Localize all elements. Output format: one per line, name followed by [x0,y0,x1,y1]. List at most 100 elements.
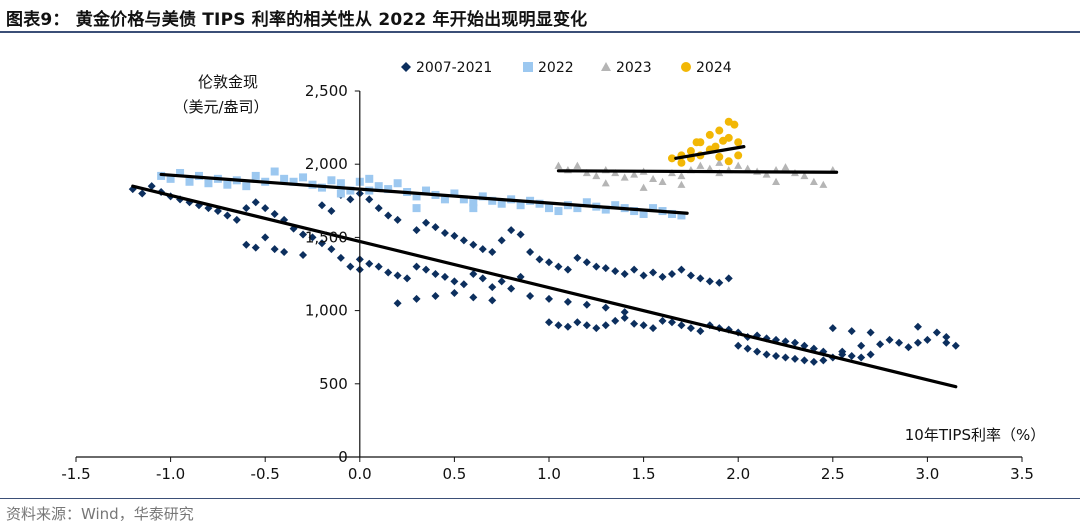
data-point [734,138,743,147]
data-point [336,179,345,188]
x-tick-label: 1.0 [537,465,561,483]
data-point [251,198,260,207]
data-point [374,204,383,213]
data-point [715,158,724,166]
data-point [913,322,922,331]
x-tick-label: 2.0 [726,465,750,483]
data-point [667,209,676,218]
data-point [431,270,440,278]
title-divider [0,31,1080,33]
data-point [431,291,440,300]
data-point [734,161,743,169]
data-point [507,284,516,293]
data-point [336,253,345,262]
data-point [847,327,856,336]
data-point [346,195,355,204]
data-point [213,207,222,216]
data-point [781,163,790,171]
legend-item: 2024 [681,60,732,76]
x-tick-label: -1.0 [156,465,185,483]
data-point [582,300,591,309]
data-point [478,274,487,283]
data-point [280,248,289,257]
data-point [526,248,535,257]
data-point [677,180,686,188]
y-tick-label: 1,000 [305,302,348,320]
axes [75,90,1023,462]
data-point [734,341,743,350]
legend-item: 2022 [523,60,574,76]
data-point [658,177,667,185]
legend-marker [401,62,411,72]
data-point [592,324,601,333]
data-point [365,174,374,183]
trendline-2022 [159,172,689,215]
data-point [280,174,289,183]
data-point [932,328,941,337]
data-point [469,204,478,213]
data-point [639,321,648,330]
data-point [809,357,818,366]
data-point [667,154,676,163]
data-point [686,324,695,333]
data-point [667,270,676,278]
data-point [809,177,818,185]
data-point [459,280,468,289]
legend-marker [681,62,691,72]
data-point [431,223,440,232]
data-point [450,231,459,240]
data-point [857,341,866,350]
data-point [270,209,279,218]
data-point [393,299,402,308]
y-tick-label: 0 [338,448,348,466]
data-point [611,201,620,210]
data-point [715,152,724,161]
data-point [440,229,449,238]
data-point [942,332,951,341]
data-point [138,189,147,198]
data-point [242,240,251,249]
data-point [166,174,175,183]
data-point [573,161,582,169]
x-tick-label: -1.5 [61,465,90,483]
data-point [497,236,506,245]
data-point [620,270,629,278]
data-point [743,344,752,353]
data-point [554,321,563,330]
data-point [147,182,156,191]
data-point [412,262,421,271]
data-point [601,303,610,312]
data-point [516,201,525,210]
data-point [649,324,658,333]
data-point [790,354,799,363]
data-point [440,272,449,281]
data-point [620,313,629,322]
data-point [677,211,686,220]
data-point [601,179,610,187]
x-tick-label: -0.5 [251,465,280,483]
data-point [573,204,582,213]
legend: 2007-2021 2022 2023 2024 [401,60,732,76]
data-point [384,185,393,194]
data-point [488,196,497,205]
data-point [592,171,601,180]
data-point [677,158,686,167]
data-point [223,180,232,189]
legend-label: 2007-2021 [416,60,492,76]
data-point [412,192,421,201]
data-point [554,161,563,169]
y-tick-label: 500 [319,375,348,393]
data-point [223,211,232,220]
data-point [800,171,809,180]
legend-item: 2023 [601,60,652,76]
data-point [724,157,733,166]
data-point [412,226,421,235]
y-tick-label: 2,000 [305,155,348,173]
data-point [327,207,336,216]
data-point [592,262,601,271]
data-point [705,277,714,286]
data-point [469,240,478,249]
series-2007-2021 [128,182,960,366]
data-point [242,204,251,213]
data-point [730,120,739,129]
